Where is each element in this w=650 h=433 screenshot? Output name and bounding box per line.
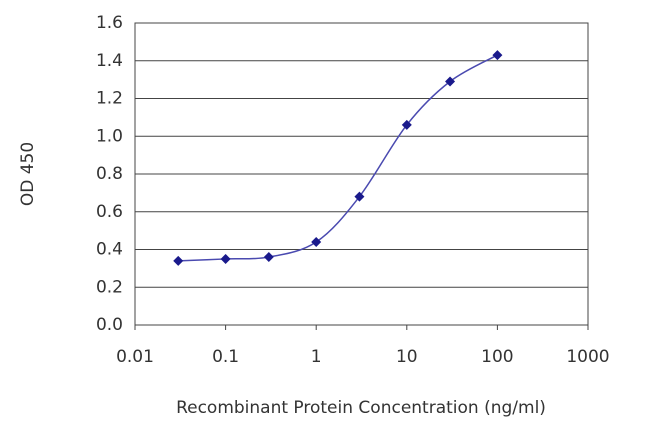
x-tick-label: 1000: [566, 347, 609, 367]
y-axis-label: OD 450: [18, 142, 38, 206]
data-point: [492, 50, 503, 61]
y-tick-label: 1.2: [96, 89, 123, 109]
data-point: [220, 253, 231, 264]
x-tick-label: 1: [311, 347, 322, 367]
y-tick-label: 0.2: [96, 277, 123, 297]
y-tick-label: 0.8: [96, 164, 123, 184]
y-tick-label: 1.0: [96, 126, 123, 146]
x-axis-label: Recombinant Protein Concentration (ng/ml…: [176, 398, 546, 418]
data-point: [445, 76, 456, 87]
y-tick-label: 0.0: [96, 315, 123, 335]
data-line: [178, 54, 498, 262]
data-point: [173, 255, 184, 266]
data-point: [311, 236, 322, 247]
x-tick-label: 100: [481, 347, 513, 367]
x-tick-label: 0.1: [212, 347, 239, 367]
data-point: [401, 119, 412, 130]
y-tick-label: 1.4: [96, 51, 123, 71]
y-tick-label: 0.6: [96, 202, 123, 222]
x-tick-label: 0.01: [116, 347, 154, 367]
y-tick-label: 1.6: [96, 13, 123, 33]
data-point: [263, 252, 274, 263]
data-point: [354, 191, 365, 202]
y-tick-label: 0.4: [96, 240, 123, 260]
x-tick-label: 10: [396, 347, 418, 367]
